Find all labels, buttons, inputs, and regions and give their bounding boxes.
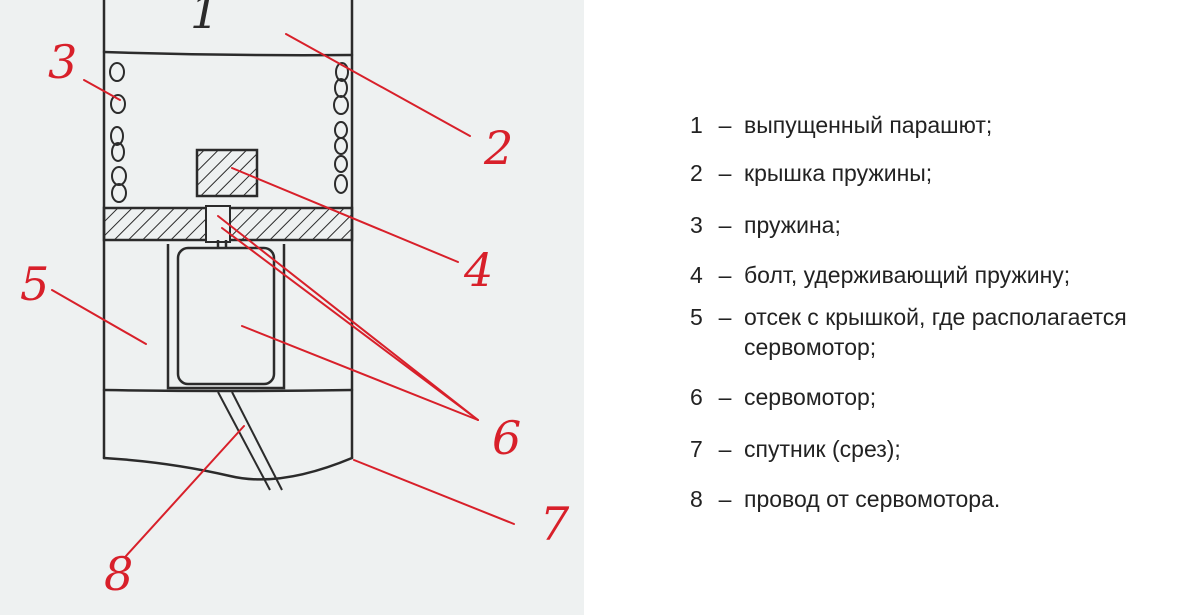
legend-text: спутник (срез); <box>744 436 901 462</box>
legend-text: провод от сервомотора. <box>744 486 1001 512</box>
callout-8: 8 <box>104 547 133 601</box>
legend-text: выпущенный парашют; <box>744 112 993 138</box>
legend-dash: – <box>718 212 732 238</box>
servomotor <box>166 240 286 390</box>
legend-item: 6 – сервомотор; <box>690 382 1186 412</box>
compartment-line <box>102 388 354 393</box>
legend-item: 3 – пружина; <box>690 210 1186 240</box>
legend-text: сервомотор; <box>744 384 877 410</box>
legend-number: 2 <box>690 160 703 186</box>
legend-number: 6 <box>690 384 703 410</box>
spring-coils-right <box>333 62 349 194</box>
sketch-panel: 1 2 3 4 5 6 7 8 <box>0 0 584 615</box>
cap-line <box>102 50 354 57</box>
callout-1: 1 <box>190 0 219 39</box>
callout-2: 2 <box>483 121 513 175</box>
legend-dash: – <box>718 160 732 186</box>
spring-coils-left <box>109 62 127 203</box>
legend-number: 3 <box>690 212 703 238</box>
legend-number: 7 <box>690 436 703 462</box>
legend-number: 5 <box>690 304 703 330</box>
legend-item: 8 – провод от сервомотора. <box>690 484 1186 514</box>
callout-6: 6 <box>492 411 521 465</box>
leader-lines <box>51 33 515 557</box>
callout-3: 3 <box>48 35 77 89</box>
legend-text: болт, удерживающий пружину; <box>744 262 1071 288</box>
callout-4: 4 <box>463 243 493 297</box>
legend-dash: – <box>718 112 732 138</box>
legend-dash: – <box>718 436 732 462</box>
legend-dash: – <box>718 262 732 288</box>
legend-item: 5 – отсек с крышкой, где располагается с… <box>690 302 1186 362</box>
sketch-drawing: 1 2 3 4 5 6 7 8 <box>20 0 570 601</box>
callout-7: 7 <box>540 497 570 551</box>
legend-text: отсек с крышкой, где располагается серво… <box>744 304 1127 360</box>
legend-dash: – <box>718 304 732 330</box>
legend-item: 7 – спутник (срез); <box>690 434 1186 464</box>
legend-number: 1 <box>690 112 703 138</box>
callout-5: 5 <box>20 257 49 311</box>
legend-item: 1 – выпущенный парашют; <box>690 110 1186 140</box>
legend-dash: – <box>718 486 732 512</box>
legend-text: пружина; <box>744 212 841 238</box>
legend-text: крышка пружины; <box>744 160 933 186</box>
bolt-head <box>195 148 259 198</box>
legend-number: 8 <box>690 486 703 512</box>
legend-number: 4 <box>690 262 703 288</box>
legend-dash: – <box>718 384 732 410</box>
legend-item: 4 – болт, удерживающий пружину; <box>690 260 1186 290</box>
legend-item: 2 – крышка пружины; <box>690 158 1186 188</box>
section-line <box>102 456 354 481</box>
servo-wire <box>217 391 283 491</box>
